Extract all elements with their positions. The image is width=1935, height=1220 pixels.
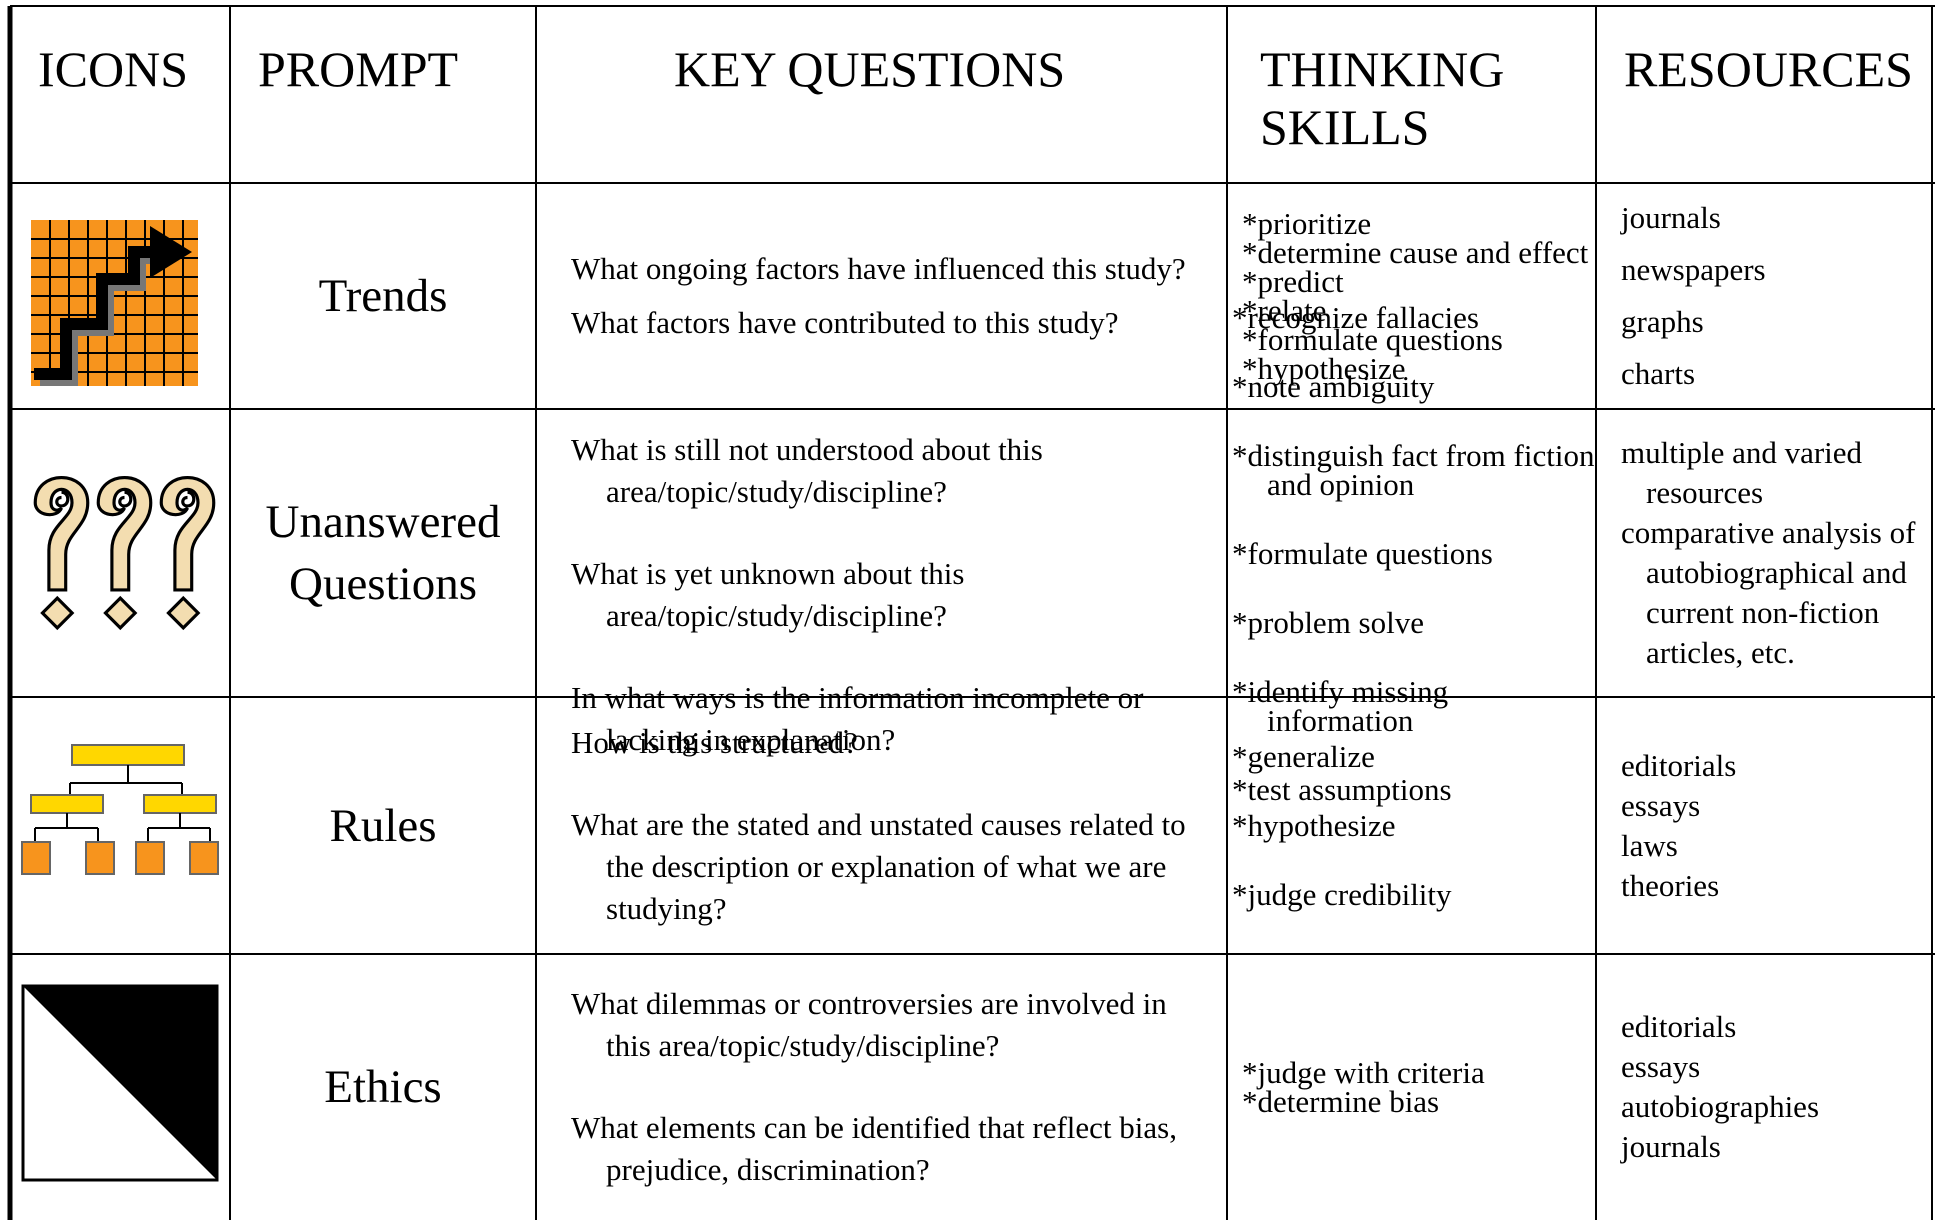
- header-text: RESOURCES: [1624, 41, 1913, 97]
- trends-icon: [31, 220, 198, 386]
- resource: journals: [1621, 1129, 1721, 1164]
- key-question: In what ways is the information incomple…: [571, 680, 1144, 757]
- key-question: What is still not understood about this …: [571, 432, 1043, 509]
- key-question: What are the stated and unstated causes …: [571, 806, 1186, 926]
- key-question-cell: What dilemmas or controversies are invol…: [536, 954, 1227, 1220]
- thinking-skill: *identify missing information: [1232, 673, 1449, 738]
- resource: autobiographies: [1621, 1089, 1820, 1124]
- resource: comparative analysis of autobiographical…: [1621, 515, 1916, 670]
- resource-cell: multiple and varied resources comparative…: [1596, 409, 1932, 697]
- header-text: THINKING SKILLS: [1260, 41, 1505, 155]
- thinking-skill: *prioritize: [1242, 206, 1372, 241]
- prompt-cell: Unanswered Questions: [230, 409, 536, 697]
- thinking-skill: *generalize: [1232, 739, 1375, 774]
- thinking-skill-cell: *prioritize *determine cause and effect *p…: [1227, 183, 1596, 409]
- thinking-skill-cell: *recognize fallacies *note ambiguity *dist…: [1227, 302, 1596, 805]
- thinking-skill: *judge credibility: [1232, 877, 1452, 912]
- thinking-skill: *relate: [1242, 293, 1327, 328]
- resource: charts: [1621, 356, 1696, 391]
- prompt-text: Ethics: [324, 1061, 442, 1113]
- thinking-skill: *determine bias: [1242, 1084, 1440, 1119]
- resource: graphs: [1621, 304, 1704, 339]
- thinking-skill-cell: *judge with criteria *determine bias: [1227, 954, 1596, 1220]
- header-cell: KEY QUESTIONS: [536, 6, 1227, 183]
- thinking-skill: *recognize fallacies: [1232, 299, 1479, 335]
- key-question-cell: How is this structured? What are the stat…: [536, 697, 1227, 954]
- key-question: What elements can be identified that ref…: [571, 1110, 1177, 1187]
- resource: editorials: [1621, 747, 1737, 783]
- thinking-skill: *determine cause and effect: [1242, 235, 1589, 270]
- prompt-text: Unanswered Questions: [265, 496, 501, 610]
- header-cell: ICONS: [10, 6, 230, 183]
- key-question: How is this structured?: [571, 724, 858, 760]
- prompt-text: Trends: [318, 270, 448, 322]
- resource: laws: [1621, 827, 1678, 863]
- prompt-cell: Ethics: [230, 954, 536, 1220]
- thinking-skill: *distinguish fact from fiction and opini…: [1232, 437, 1595, 502]
- resource: multiple and varied resources: [1621, 435, 1863, 510]
- prompt-cell: Rules: [230, 697, 536, 954]
- resource-cell: journals newspapers graphs charts: [1596, 183, 1932, 409]
- header-cell: PROMPT: [230, 6, 536, 183]
- thinking-skill: *hypothesize: [1242, 351, 1406, 386]
- questions-icon: [33, 475, 216, 630]
- prompt-text: Rules: [329, 799, 437, 852]
- resource: essays: [1621, 787, 1701, 823]
- key-question-cell: What is still not understood about this …: [536, 409, 1227, 757]
- ethics-icon: [21, 984, 219, 1182]
- resource: newspapers: [1621, 252, 1766, 287]
- key-question-cell: What ongoing factors have influenced thi…: [536, 183, 1227, 409]
- thinking-skill: *formulate questions: [1242, 322, 1503, 357]
- resource: theories: [1621, 867, 1720, 903]
- resource: editorials: [1621, 1009, 1737, 1044]
- resource: essays: [1621, 1049, 1701, 1084]
- header-text: ICONS: [38, 41, 189, 97]
- header-cell: THINKING SKILLS: [1227, 6, 1596, 183]
- resource-cell: editorials essays autobiographies journals: [1596, 954, 1932, 1220]
- prompt-cell: Trends: [230, 183, 536, 409]
- thinking-skill: *predict: [1242, 264, 1344, 299]
- thinking-skill: *judge with criteria: [1242, 1055, 1485, 1090]
- header-cell: RESOURCES: [1596, 6, 1932, 183]
- key-question: What factors have contributed to this st…: [571, 305, 1119, 340]
- header-text: KEY QUESTIONS: [674, 41, 1066, 97]
- thinking-skill: *note ambiguity: [1232, 368, 1435, 404]
- thinking-skill: *test assumptions: [1232, 771, 1452, 807]
- key-question: What dilemmas or controversies are invol…: [571, 986, 1167, 1063]
- thinking-skill: *formulate questions: [1232, 535, 1493, 571]
- header-text: PROMPT: [258, 41, 459, 97]
- key-question: What ongoing factors have influenced thi…: [571, 251, 1186, 286]
- thinking-skill-cell: *generalize *hypothesize *judge credibilit…: [1227, 697, 1596, 954]
- thinking-skill: *hypothesize: [1232, 808, 1396, 843]
- resource-cell: editorials essays laws theories: [1596, 697, 1932, 954]
- resource: journals: [1621, 200, 1721, 235]
- rules-icon: [21, 744, 219, 875]
- thinking-skill: *problem solve: [1232, 604, 1424, 640]
- key-question: What is yet unknown about this area/topi…: [571, 556, 965, 633]
